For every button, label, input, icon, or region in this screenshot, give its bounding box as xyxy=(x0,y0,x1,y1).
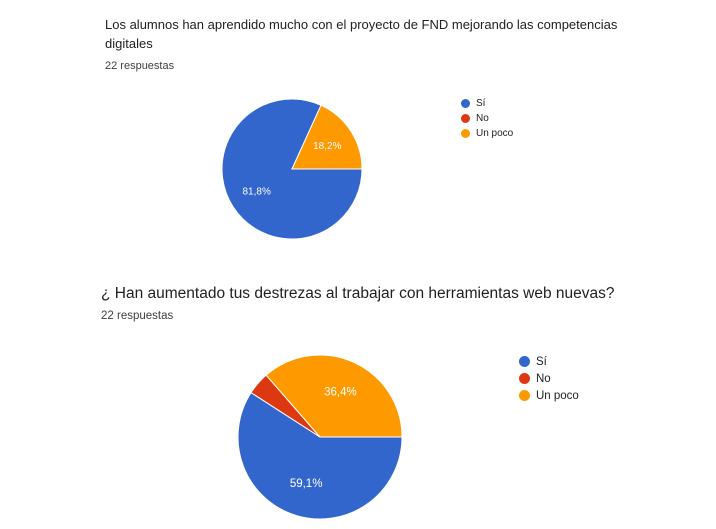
legend-label: Un poco xyxy=(476,128,514,139)
pie-chart-1: 81,8% 18,2% xyxy=(221,98,363,240)
slice-label-un-poco: 36,4% xyxy=(324,386,357,398)
legend-label: No xyxy=(536,372,551,385)
pie-slice-si[interactable] xyxy=(237,391,403,520)
response-count: 22 respuestas xyxy=(105,60,175,72)
legend-2: Sí No Un poco xyxy=(519,353,579,404)
slice-label-un-poco: 18,2% xyxy=(313,141,341,152)
legend-item-no[interactable]: No xyxy=(461,111,513,126)
response-count: 22 respuestas xyxy=(101,310,174,322)
legend-swatch xyxy=(461,114,470,123)
legend-label: Un poco xyxy=(536,389,579,402)
question-title: ¿ Han aumentado tus destrezas al trabaja… xyxy=(101,285,615,302)
legend-item-si[interactable]: Sí xyxy=(519,353,579,370)
legend-label: Sí xyxy=(536,355,547,368)
question-card-2: ¿ Han aumentado tus destrezas al trabaja… xyxy=(0,262,716,529)
pie-chart-2: 59,1% 36,4% xyxy=(237,354,403,520)
legend-swatch xyxy=(519,356,530,367)
slice-label-si: 59,1% xyxy=(290,478,323,490)
legend-item-un-poco[interactable]: Un poco xyxy=(519,387,579,404)
legend-swatch xyxy=(461,129,470,138)
legend-item-un-poco[interactable]: Un poco xyxy=(461,126,513,141)
legend-item-si[interactable]: Sí xyxy=(461,96,513,111)
legend-swatch xyxy=(519,390,530,401)
legend-1: Sí No Un poco xyxy=(461,96,513,141)
pie-slice-un-poco[interactable] xyxy=(291,104,363,170)
question-title: Los alumnos han aprendido mucho con el p… xyxy=(105,17,618,51)
legend-label: Sí xyxy=(476,98,486,109)
legend-item-no[interactable]: No xyxy=(519,370,579,387)
legend-swatch xyxy=(461,99,470,108)
question-card-1: Los alumnos han aprendido mucho con el p… xyxy=(0,0,716,262)
legend-swatch xyxy=(519,373,530,384)
legend-label: No xyxy=(476,113,489,124)
pie-slice-un-poco[interactable] xyxy=(265,354,403,438)
slice-label-si: 81,8% xyxy=(243,186,271,197)
